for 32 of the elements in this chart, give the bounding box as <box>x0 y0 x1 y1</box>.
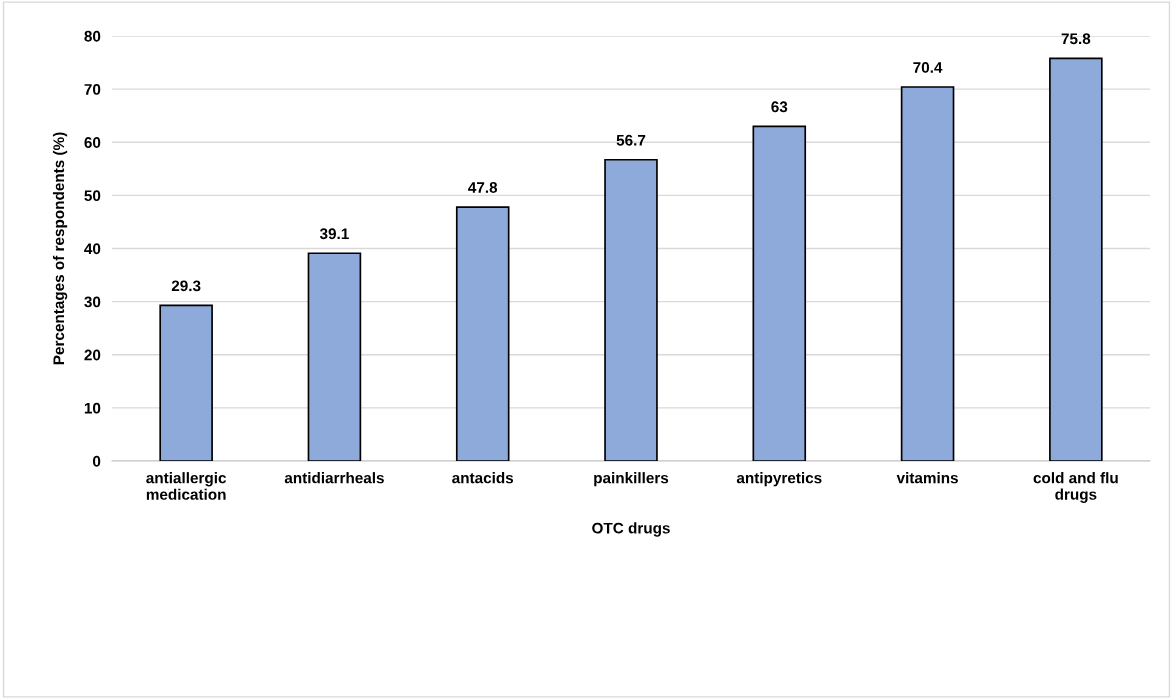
x-tick-label: antidiarrheals <box>284 472 384 484</box>
x-tick-label: cold and flu drugs <box>1033 472 1118 503</box>
x-tick-label: vitamins <box>896 472 958 484</box>
bar <box>159 304 213 461</box>
data-label: 29.3 <box>171 280 201 292</box>
bar <box>307 252 362 461</box>
y-tick-label: 20 <box>84 349 101 361</box>
bar <box>752 125 807 461</box>
data-label: 39.1 <box>319 228 349 240</box>
data-label: 47.8 <box>468 182 498 193</box>
data-label: 63 <box>771 101 788 113</box>
y-tick-label: 30 <box>84 296 101 308</box>
data-label: 75.8 <box>1061 33 1091 45</box>
x-tick-label: antipyretics <box>736 472 822 487</box>
y-tick-label: 0 <box>93 455 101 467</box>
data-label: 70.4 <box>913 62 943 73</box>
y-axis-title: Percentages of respondents (%) <box>52 132 68 365</box>
y-tick-label: 60 <box>84 137 101 148</box>
y-tick-label: 70 <box>84 83 101 95</box>
x-tick-label: antacids <box>452 472 514 484</box>
x-tick-label: antiallergic medication <box>146 472 227 500</box>
y-tick-label: 40 <box>84 243 101 255</box>
y-tick-label: 50 <box>84 190 101 202</box>
bar <box>1049 57 1103 461</box>
bar <box>604 158 658 461</box>
x-axis-title: OTC drugs <box>592 522 670 537</box>
bar <box>900 86 955 461</box>
bar <box>455 206 510 461</box>
x-tick-label: painkillers <box>594 472 669 487</box>
y-tick-label: 10 <box>84 402 101 414</box>
y-tick-label: 80 <box>84 30 101 42</box>
data-label: 56.7 <box>616 134 646 146</box>
